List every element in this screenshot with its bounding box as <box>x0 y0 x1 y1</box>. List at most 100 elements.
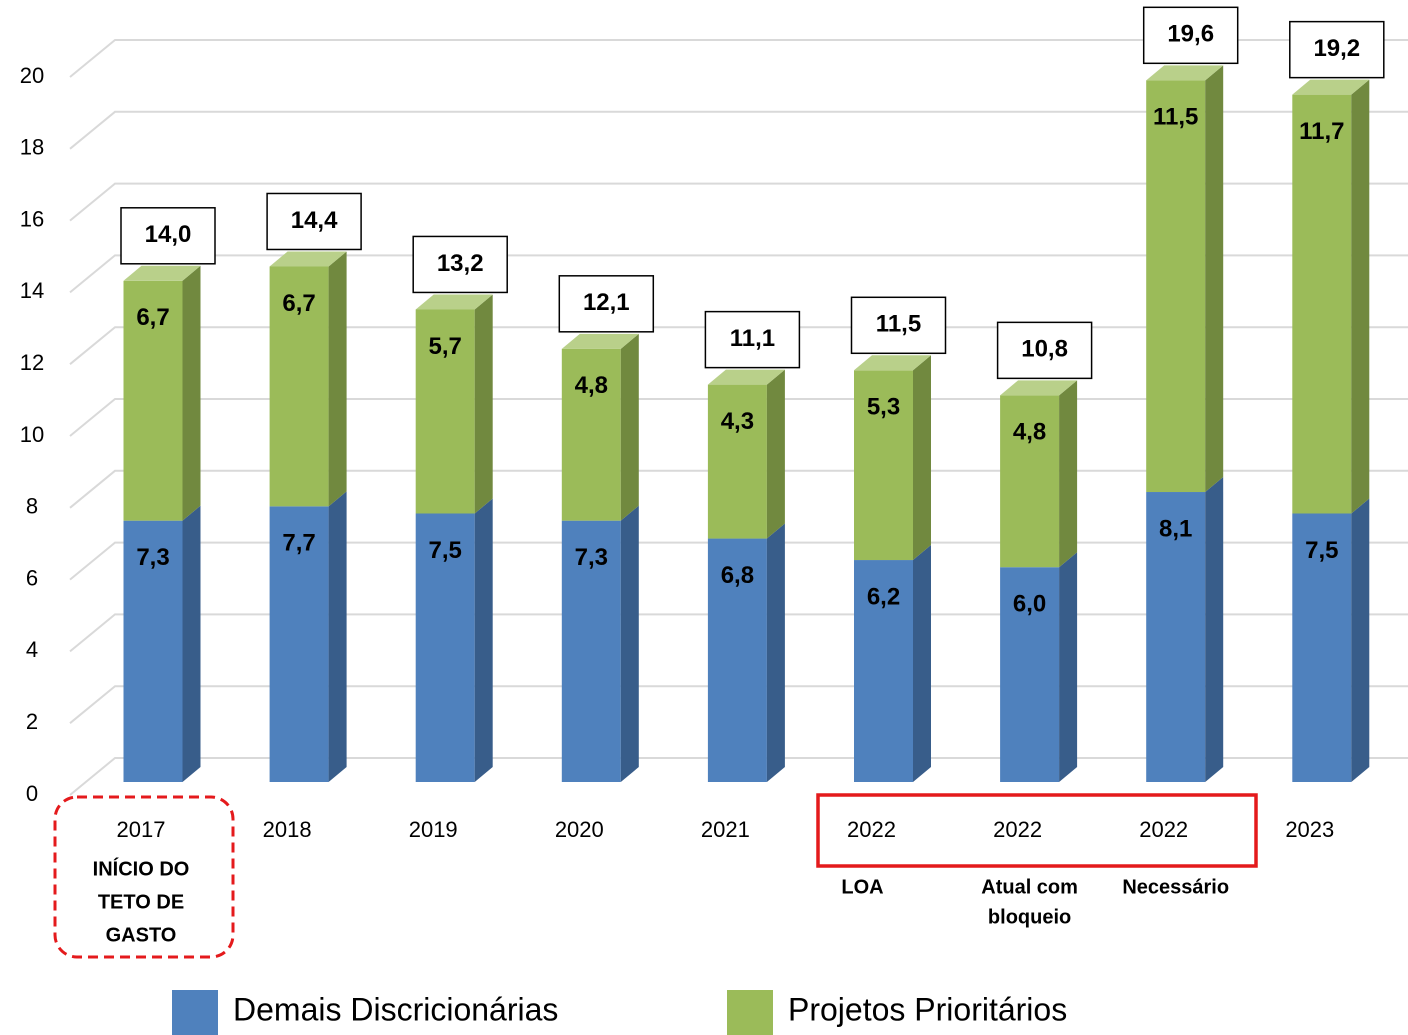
y-tick-label: 16 <box>20 206 44 231</box>
total-label: 14,4 <box>291 207 338 234</box>
total-label: 19,6 <box>1167 21 1214 48</box>
bar-side <box>1351 498 1370 782</box>
x-tick-label: 2020 <box>555 817 604 842</box>
bar-side <box>474 294 493 514</box>
y-tick-label: 12 <box>20 350 44 375</box>
bar-side <box>620 333 639 521</box>
value-label: 11,5 <box>1153 104 1198 131</box>
bar-side <box>182 265 201 521</box>
bar-front <box>1146 80 1206 493</box>
grid-line <box>69 182 1408 222</box>
grid-line <box>69 398 1408 437</box>
bar-front <box>854 560 913 782</box>
legend-swatch <box>172 990 218 1035</box>
x-sublabel: bloqueio <box>988 906 1071 928</box>
total-label: 10,8 <box>1021 336 1068 363</box>
bar-front <box>269 266 329 507</box>
y-tick-label: 10 <box>20 422 44 447</box>
x-tick-label: 2021 <box>701 817 750 842</box>
value-label: 4,8 <box>1013 419 1046 446</box>
bar-front <box>1000 567 1060 782</box>
total-label: 14,0 <box>145 221 192 248</box>
total-box <box>266 192 362 251</box>
value-label: 7,3 <box>575 544 608 571</box>
bar-top <box>854 355 931 371</box>
bar-front <box>1292 94 1352 514</box>
total-box <box>120 207 216 265</box>
bar-top <box>1292 79 1370 95</box>
x-sublabel: TETO DE <box>98 891 184 913</box>
y-tick-label: 20 <box>20 63 44 88</box>
bar-side <box>766 369 785 539</box>
bar-top <box>415 294 493 310</box>
value-label: 4,3 <box>721 408 754 435</box>
bar-front <box>707 538 767 782</box>
bar-side <box>620 505 639 782</box>
total-label: 11,1 <box>730 325 775 352</box>
value-label: 6,0 <box>1013 591 1046 618</box>
bar-front <box>561 520 621 782</box>
x-tick-label: 2023 <box>1285 817 1334 842</box>
x-tick-label: 2022 <box>1139 817 1188 842</box>
x-sublabel: GASTO <box>106 924 177 946</box>
bar-front <box>269 506 329 782</box>
value-label: 7,5 <box>429 537 462 564</box>
total-box <box>412 235 508 294</box>
bar-top <box>1146 65 1224 81</box>
bar-front <box>123 520 183 782</box>
grid-line <box>69 39 1408 78</box>
legend-swatch <box>727 990 773 1035</box>
bar-top <box>123 265 201 281</box>
highlight-2022 <box>816 793 1258 868</box>
x-tick-label: 2022 <box>993 817 1042 842</box>
bar-side <box>328 251 347 507</box>
value-label: 6,2 <box>867 583 900 610</box>
total-box <box>704 310 801 369</box>
bar-side <box>913 355 931 561</box>
bar-front <box>707 384 767 539</box>
x-sublabel: Necessário <box>1122 876 1229 898</box>
bar-side <box>182 505 201 782</box>
value-label: 5,3 <box>867 394 900 421</box>
legend-label: Demais Discricionárias <box>233 991 558 1027</box>
total-label: 19,2 <box>1313 35 1360 62</box>
bar-side <box>1351 79 1370 514</box>
bar-side <box>1059 552 1078 782</box>
value-label: 11,7 <box>1299 118 1344 145</box>
bar-front <box>561 348 621 521</box>
bar-top <box>707 369 785 385</box>
grid-line <box>69 326 1408 365</box>
value-label: 6,7 <box>136 304 169 331</box>
bar-front <box>415 513 475 782</box>
bar-side <box>1059 380 1078 568</box>
total-box <box>996 321 1093 380</box>
grid-line <box>69 469 1408 509</box>
grid-line <box>69 685 1408 724</box>
bar-side <box>474 498 493 782</box>
x-sublabel: LOA <box>841 876 883 898</box>
x-tick-label: 2018 <box>263 817 312 842</box>
x-tick-label: 2022 <box>847 817 896 842</box>
y-tick-label: 14 <box>20 278 44 303</box>
total-box <box>1289 20 1385 79</box>
grid-line <box>69 541 1408 581</box>
bar-front <box>123 280 183 521</box>
value-label: 7,7 <box>282 530 315 557</box>
value-label: 7,5 <box>1305 537 1338 564</box>
total-box <box>850 296 947 355</box>
bar-side <box>1205 477 1224 782</box>
bar-top <box>269 251 347 267</box>
grid-line <box>69 110 1408 150</box>
bar-side <box>1205 65 1224 493</box>
grid-line <box>69 757 1408 796</box>
grid-line <box>69 254 1408 294</box>
highlight-2017 <box>53 795 235 959</box>
bar-side <box>913 545 931 782</box>
y-tick-label: 0 <box>26 781 38 806</box>
value-label: 6,8 <box>721 562 754 589</box>
value-label: 4,8 <box>575 372 608 399</box>
legend-label: Projetos Prioritários <box>788 991 1067 1027</box>
x-sublabel: Atual com <box>981 876 1078 898</box>
bar-front <box>1146 492 1206 782</box>
